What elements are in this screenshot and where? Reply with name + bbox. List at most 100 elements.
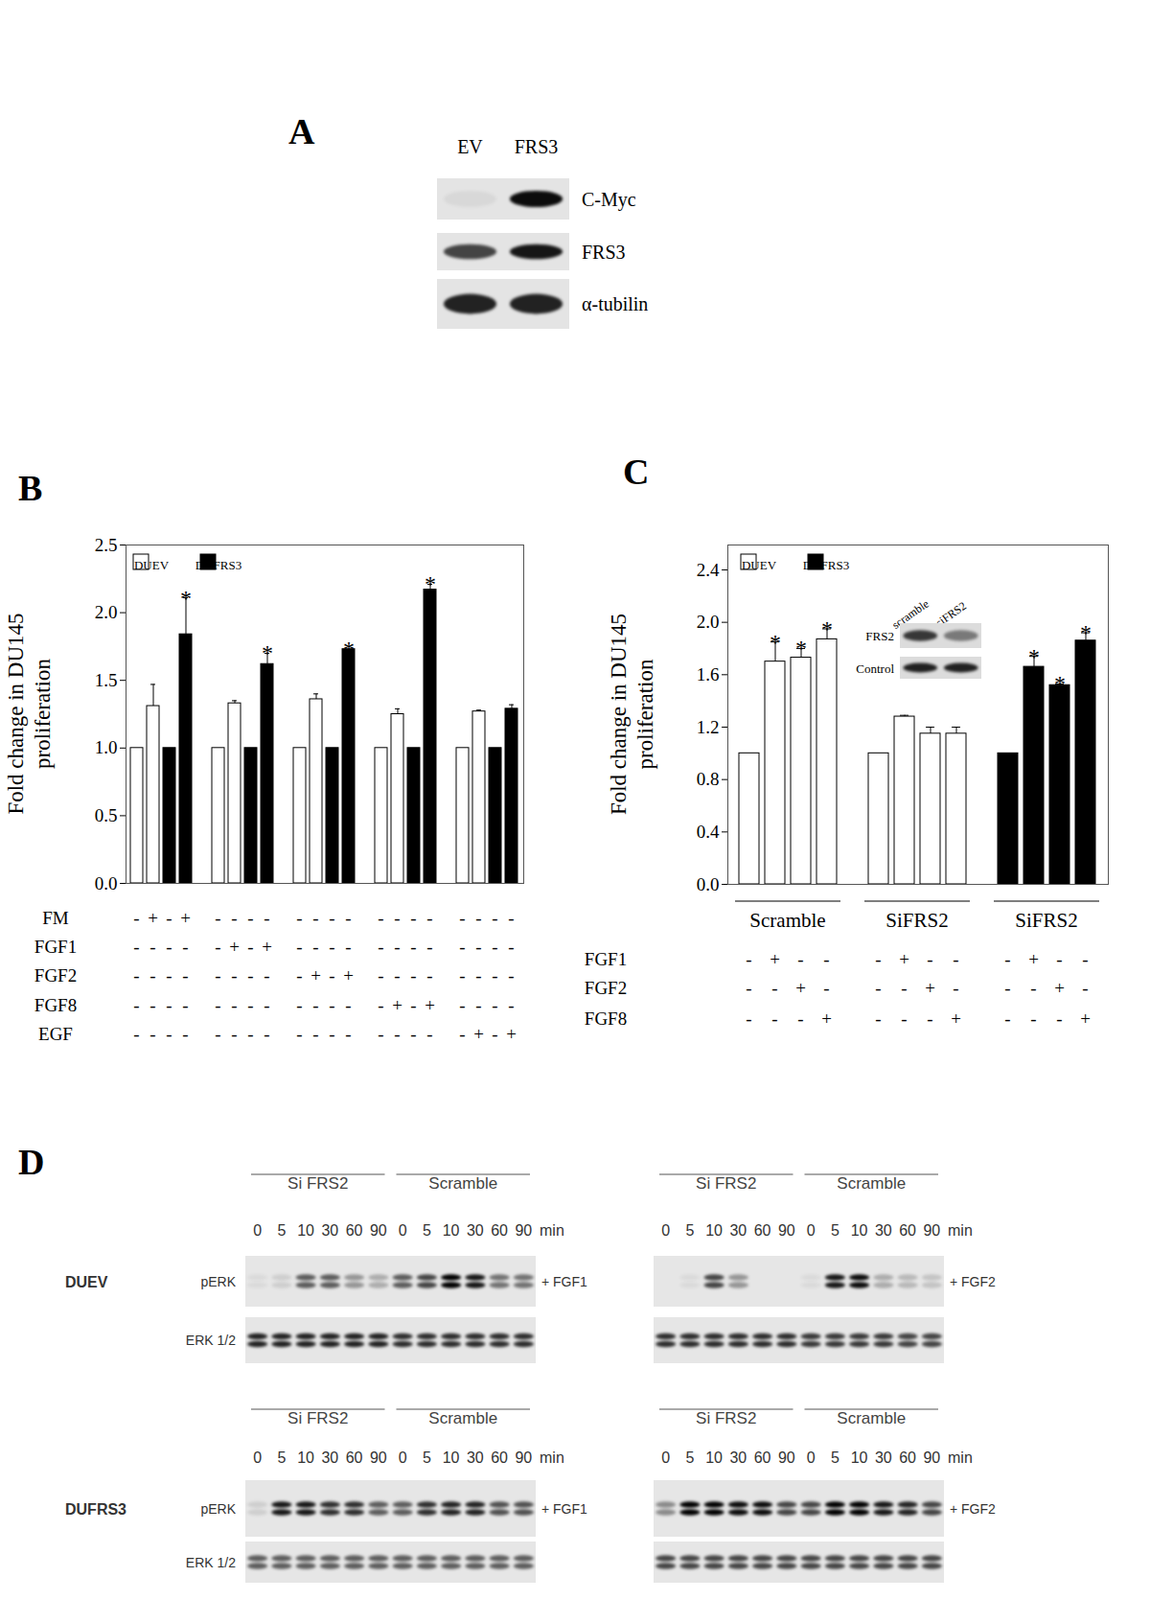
svg-text:+ FGF1: + FGF1 (541, 1500, 588, 1517)
svg-text:30: 30 (466, 1221, 484, 1239)
svg-text:*: * (1054, 670, 1066, 696)
svg-text:-: - (345, 1023, 351, 1044)
svg-text:-: - (328, 994, 335, 1015)
svg-text:Scramble: Scramble (428, 1408, 498, 1427)
svg-text:+: + (424, 994, 436, 1015)
svg-text:-: - (1030, 977, 1036, 998)
svg-text:-: - (1081, 977, 1088, 998)
svg-text:0: 0 (253, 1449, 262, 1466)
svg-text:-: - (230, 965, 237, 986)
svg-text:5: 5 (422, 1449, 432, 1466)
svg-text:-: - (247, 907, 253, 928)
svg-text:FM: FM (42, 907, 69, 928)
svg-text:-: - (491, 1023, 498, 1044)
svg-text:EV: EV (457, 136, 483, 158)
svg-text:-: - (133, 936, 139, 957)
svg-text:-: - (1004, 1008, 1011, 1029)
svg-text:-: - (1056, 948, 1062, 969)
svg-text:-: - (393, 936, 400, 957)
svg-text:1.2: 1.2 (696, 716, 720, 737)
svg-text:60: 60 (345, 1449, 364, 1466)
svg-text:30: 30 (321, 1221, 339, 1239)
svg-text:-: - (491, 907, 498, 928)
svg-text:5: 5 (276, 1221, 286, 1239)
svg-text:+: + (1080, 1008, 1091, 1029)
svg-text:DUFRS3: DUFRS3 (803, 557, 850, 573)
svg-text:min: min (947, 1221, 973, 1239)
svg-text:DUEV: DUEV (741, 557, 778, 573)
svg-text:-: - (377, 965, 384, 986)
svg-text:-: - (745, 1008, 752, 1029)
svg-text:2.0: 2.0 (696, 611, 720, 632)
svg-text:-: - (165, 994, 172, 1015)
svg-text:+: + (898, 948, 910, 969)
svg-text:+ FGF2: + FGF2 (949, 1500, 996, 1517)
svg-text:30: 30 (729, 1221, 747, 1239)
svg-text:10: 10 (851, 1449, 869, 1466)
svg-text:+: + (261, 936, 273, 957)
svg-text:-: - (491, 936, 498, 957)
svg-text:0: 0 (253, 1221, 262, 1239)
svg-text:-: - (182, 965, 188, 986)
svg-text:+: + (769, 948, 781, 969)
svg-text:-: - (133, 994, 139, 1015)
svg-text:0: 0 (661, 1221, 670, 1239)
svg-text:-: - (182, 1023, 188, 1044)
svg-text:30: 30 (874, 1449, 893, 1466)
svg-text:pERK: pERK (200, 1273, 236, 1289)
svg-text:-: - (426, 1023, 433, 1044)
svg-text:A: A (288, 111, 316, 152)
svg-text:-: - (165, 965, 172, 986)
svg-text:Si FRS2: Si FRS2 (695, 1173, 757, 1193)
svg-text:*: * (180, 585, 192, 611)
svg-text:-: - (459, 1023, 465, 1044)
svg-text:-: - (263, 1023, 270, 1044)
svg-text:FGF2: FGF2 (34, 965, 77, 986)
svg-text:-: - (345, 907, 351, 928)
svg-text:0.5: 0.5 (94, 805, 118, 826)
svg-text:DUEV: DUEV (65, 1273, 109, 1290)
svg-text:+: + (506, 1023, 517, 1044)
svg-text:60: 60 (898, 1221, 917, 1239)
svg-text:0.0: 0.0 (94, 873, 118, 894)
svg-text:-: - (182, 994, 188, 1015)
svg-text:2.0: 2.0 (94, 601, 118, 622)
svg-text:+: + (310, 965, 322, 986)
svg-text:SiFRS2: SiFRS2 (1014, 908, 1078, 932)
svg-text:Si FRS2: Si FRS2 (287, 1173, 348, 1193)
svg-text:-: - (797, 948, 804, 969)
svg-text:-: - (507, 936, 514, 957)
svg-text:-: - (165, 907, 172, 928)
svg-text:Si FRS2: Si FRS2 (287, 1408, 348, 1427)
svg-text:5: 5 (685, 1221, 694, 1239)
svg-text:10: 10 (442, 1221, 460, 1239)
svg-text:90: 90 (778, 1449, 796, 1466)
svg-text:proliferation: proliferation (633, 658, 658, 769)
svg-text:90: 90 (778, 1221, 796, 1239)
svg-text:Scramble: Scramble (836, 1408, 906, 1427)
svg-text:-: - (745, 977, 752, 998)
svg-text:-: - (393, 1023, 400, 1044)
svg-text:-: - (1030, 1008, 1036, 1029)
svg-text:-: - (149, 936, 156, 957)
svg-text:min: min (539, 1449, 565, 1466)
svg-text:-: - (410, 1023, 416, 1044)
svg-text:-: - (507, 965, 514, 986)
svg-text:90: 90 (514, 1221, 532, 1239)
svg-text:1.5: 1.5 (94, 669, 118, 690)
svg-text:-: - (393, 907, 400, 928)
svg-text:5: 5 (276, 1449, 286, 1466)
svg-text:Control: Control (855, 661, 895, 676)
svg-text:*: * (343, 636, 355, 662)
svg-text:-: - (149, 1023, 156, 1044)
svg-text:Scramble: Scramble (428, 1173, 498, 1193)
svg-text:Fold change in DU145: Fold change in DU145 (606, 613, 631, 815)
svg-text:ERK 1/2: ERK 1/2 (185, 1554, 236, 1570)
svg-text:-: - (214, 1023, 221, 1044)
svg-text:-: - (133, 1023, 139, 1044)
svg-text:FRS3: FRS3 (514, 136, 559, 158)
svg-text:DUEV: DUEV (134, 557, 170, 573)
svg-text:10: 10 (297, 1449, 315, 1466)
svg-text:-: - (247, 1023, 253, 1044)
svg-text:-: - (247, 936, 253, 957)
